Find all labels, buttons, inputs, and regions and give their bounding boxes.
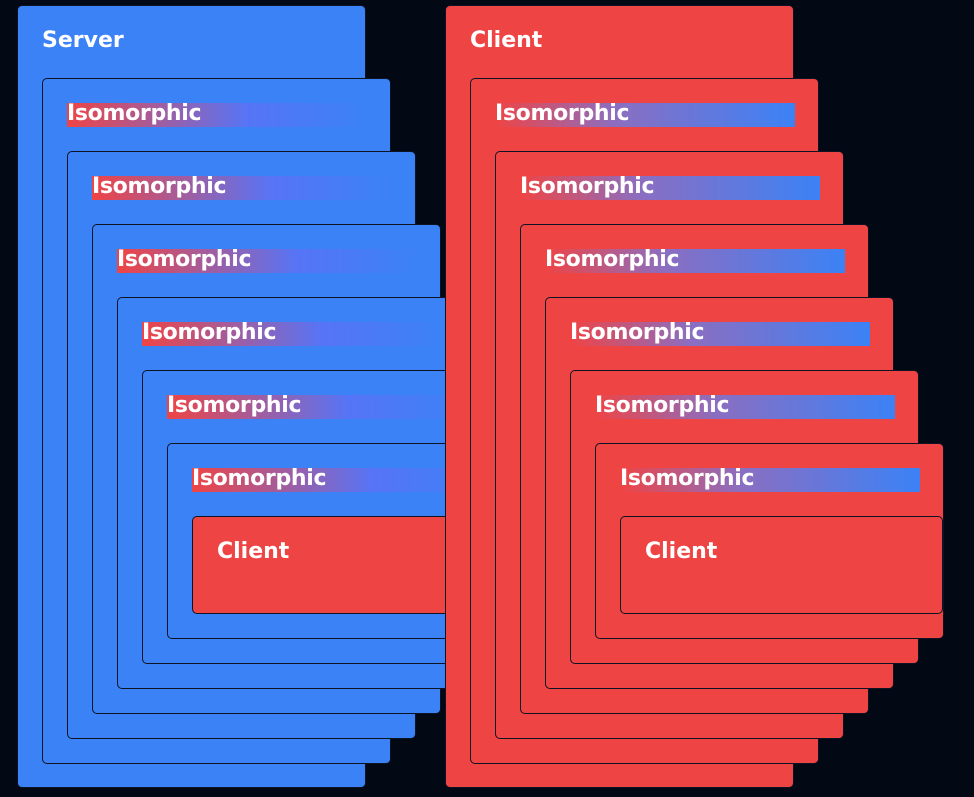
isomorphic-label: Isomorphic [192, 466, 327, 491]
isomorphic-highlight: Isomorphic [595, 393, 895, 419]
isomorphic-label: Isomorphic [495, 101, 630, 126]
isomorphic-label: Isomorphic [142, 320, 277, 345]
client-label: Client [470, 28, 543, 53]
isomorphic-label: Isomorphic [92, 174, 227, 199]
client-isomorphic-1: Isomorphic Isomorphic Isomorphic Isomorp… [470, 78, 944, 764]
client-isomorphic-5: Isomorphic Isomorphic Client [570, 370, 944, 664]
server-box: Server Isomorphic Isomorphic Isomorphic … [17, 5, 541, 788]
server-label: Server [42, 28, 124, 53]
isomorphic-label: Isomorphic [117, 247, 252, 272]
isomorphic-label: Isomorphic [167, 393, 302, 418]
nested-client-label: Client [217, 539, 290, 564]
isomorphic-label: Isomorphic [570, 320, 705, 345]
isomorphic-highlight: Isomorphic [92, 174, 392, 200]
client-box: Client Isomorphic Isomorphic Isomorphic … [445, 5, 944, 788]
server-isomorphic-3: Isomorphic Isomorphic Isomorphic Isomorp… [92, 224, 541, 714]
isomorphic-highlight: Isomorphic [570, 320, 870, 346]
isomorphic-label: Isomorphic [545, 247, 680, 272]
server-isomorphic-2: Isomorphic Isomorphic Isomorphic Isomorp… [67, 151, 541, 739]
server-isomorphic-1: Isomorphic Isomorphic Isomorphic Isomorp… [42, 78, 541, 764]
isomorphic-highlight: Isomorphic [117, 247, 417, 273]
client-isomorphic-6: Isomorphic Client [595, 443, 944, 639]
client-nested-client-box: Client [620, 516, 943, 614]
isomorphic-highlight: Isomorphic [495, 101, 795, 127]
isomorphic-highlight: Isomorphic [192, 466, 492, 492]
isomorphic-label: Isomorphic [520, 174, 655, 199]
server-isomorphic-5: Isomorphic Isomorphic Client [142, 370, 541, 664]
isomorphic-highlight: Isomorphic [142, 320, 442, 346]
isomorphic-label: Isomorphic [595, 393, 730, 418]
server-isomorphic-4: Isomorphic Isomorphic Isomorphic Client [117, 297, 541, 689]
isomorphic-highlight: Isomorphic [520, 174, 820, 200]
isomorphic-label: Isomorphic [67, 101, 202, 126]
isomorphic-label: Isomorphic [620, 466, 755, 491]
client-isomorphic-2: Isomorphic Isomorphic Isomorphic Isomorp… [495, 151, 944, 739]
isomorphic-highlight: Isomorphic [545, 247, 845, 273]
client-isomorphic-3: Isomorphic Isomorphic Isomorphic Isomorp… [520, 224, 944, 714]
isomorphic-highlight: Isomorphic [620, 466, 920, 492]
nested-client-label: Client [645, 539, 718, 564]
isomorphic-highlight: Isomorphic [67, 101, 367, 127]
isomorphic-highlight: Isomorphic [167, 393, 467, 419]
client-isomorphic-4: Isomorphic Isomorphic Isomorphic Client [545, 297, 944, 689]
